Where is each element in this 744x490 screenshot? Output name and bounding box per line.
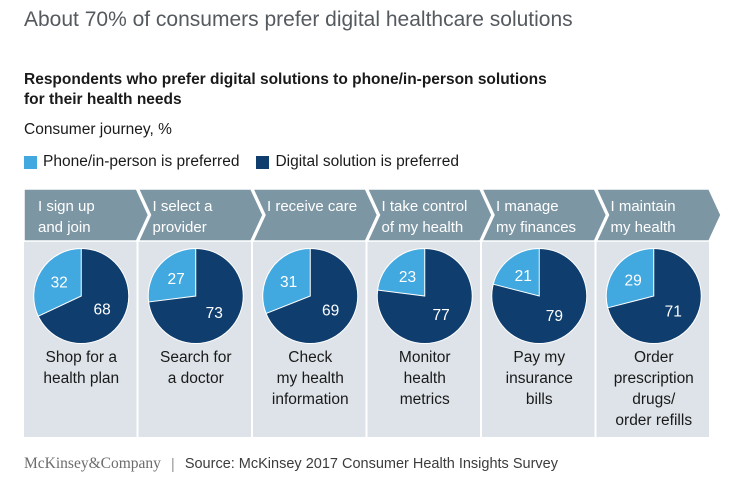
pie-label-phone-6: 29	[624, 272, 641, 289]
stage-header-4	[366, 188, 493, 242]
pie-label-digital-4: 77	[432, 307, 449, 324]
subtitle-line-2: for their health needs	[24, 91, 182, 108]
stage-label-2-2: a doctor	[168, 370, 224, 387]
stage-header-text-1-1: I sign up	[38, 198, 95, 215]
stage-label-5-1: Pay my	[513, 349, 565, 366]
stage-label-4-1: Monitor	[399, 349, 451, 366]
pie-label-phone-3: 31	[280, 274, 297, 291]
stage-header-1	[23, 188, 150, 242]
chart-title: About 70% of consumers prefer digital he…	[24, 8, 573, 31]
pie-slice-phone-6	[605, 247, 655, 309]
stage-header-text-1-2: and join	[38, 219, 91, 236]
stage-label-1-2: health plan	[43, 370, 119, 387]
stage-header-3	[251, 188, 379, 242]
chart-subtitle: Respondents who prefer digital solutions…	[24, 70, 624, 110]
legend-swatch-phone	[24, 155, 37, 169]
pie-label-digital-6: 71	[665, 304, 682, 321]
pie-slice-phone-2	[147, 247, 197, 303]
stage-label-3-3: information	[272, 391, 349, 408]
stage-label-5-2: insurance	[506, 370, 573, 387]
legend-label-phone: Phone/in-person is preferred	[43, 153, 240, 170]
stage-label-1-1: Shop for a	[45, 349, 117, 366]
stage-label-6-3: drugs/	[632, 391, 676, 408]
source-note: Source: McKinsey 2017 Consumer Health In…	[184, 456, 558, 472]
units-label: Consumer journey, %	[24, 121, 172, 138]
pie-label-digital-1: 68	[93, 302, 110, 319]
footer-separator: |	[170, 455, 175, 473]
stage-header-text-5-2: my finances	[496, 219, 576, 236]
stage-label-4-2: health	[404, 370, 446, 387]
stage-label-4-3: metrics	[400, 391, 450, 408]
pie-label-digital-3: 69	[322, 302, 339, 319]
stage-label-2-1: Search for	[160, 349, 232, 366]
stage-header-text-6-2: my health	[611, 219, 676, 236]
pie-slice-phone-4	[377, 247, 426, 297]
stage-header-text-6-1: I maintain	[611, 198, 676, 215]
stage-label-5-3: bills	[526, 391, 553, 408]
pie-label-phone-4: 23	[399, 269, 416, 286]
stage-label-3-2: my health	[277, 370, 344, 387]
stage-header-text-2-2: provider	[153, 219, 207, 236]
stage-header-text-4-1: I take control	[382, 198, 468, 215]
stage-header-text-5-1: I manage	[496, 198, 559, 215]
pie-label-phone-5: 21	[515, 268, 532, 285]
stage-label-3-1: Check	[288, 349, 332, 366]
subtitle-line-1: Respondents who prefer digital solutions…	[24, 71, 547, 88]
legend: Phone/in-person is preferred Digital sol…	[24, 152, 476, 172]
pie-label-phone-1: 32	[51, 275, 68, 292]
stage-label-6-2: prescription	[614, 370, 694, 387]
stage-label-6-4: order refills	[615, 412, 692, 429]
pie-slice-phone-3	[262, 247, 311, 315]
stage-header-text-3-1: I receive care	[267, 198, 357, 215]
stage-header-6	[595, 188, 722, 242]
stage-header-2	[137, 188, 264, 242]
brand-logo: McKinsey&Company	[24, 455, 161, 472]
legend-item-phone: Phone/in-person is preferred	[24, 153, 239, 171]
stage-header-text-2-1: I select a	[153, 198, 214, 215]
legend-item-digital: Digital solution is preferred	[256, 153, 459, 171]
pie-slice-phone-1	[33, 247, 82, 317]
stage-label-6-1: Order	[634, 349, 674, 366]
pie-label-phone-2: 27	[168, 271, 185, 288]
footer: McKinsey&Company | Source: McKinsey 2017…	[24, 455, 558, 473]
pie-slice-phone-5	[492, 247, 540, 297]
pie-label-digital-5: 79	[546, 308, 563, 325]
legend-swatch-digital	[256, 155, 270, 169]
stage-header-text-4-2: of my health	[382, 219, 464, 236]
legend-label-digital: Digital solution is preferred	[275, 153, 459, 170]
stage-header-5	[480, 188, 608, 242]
pie-label-digital-2: 73	[206, 305, 223, 322]
